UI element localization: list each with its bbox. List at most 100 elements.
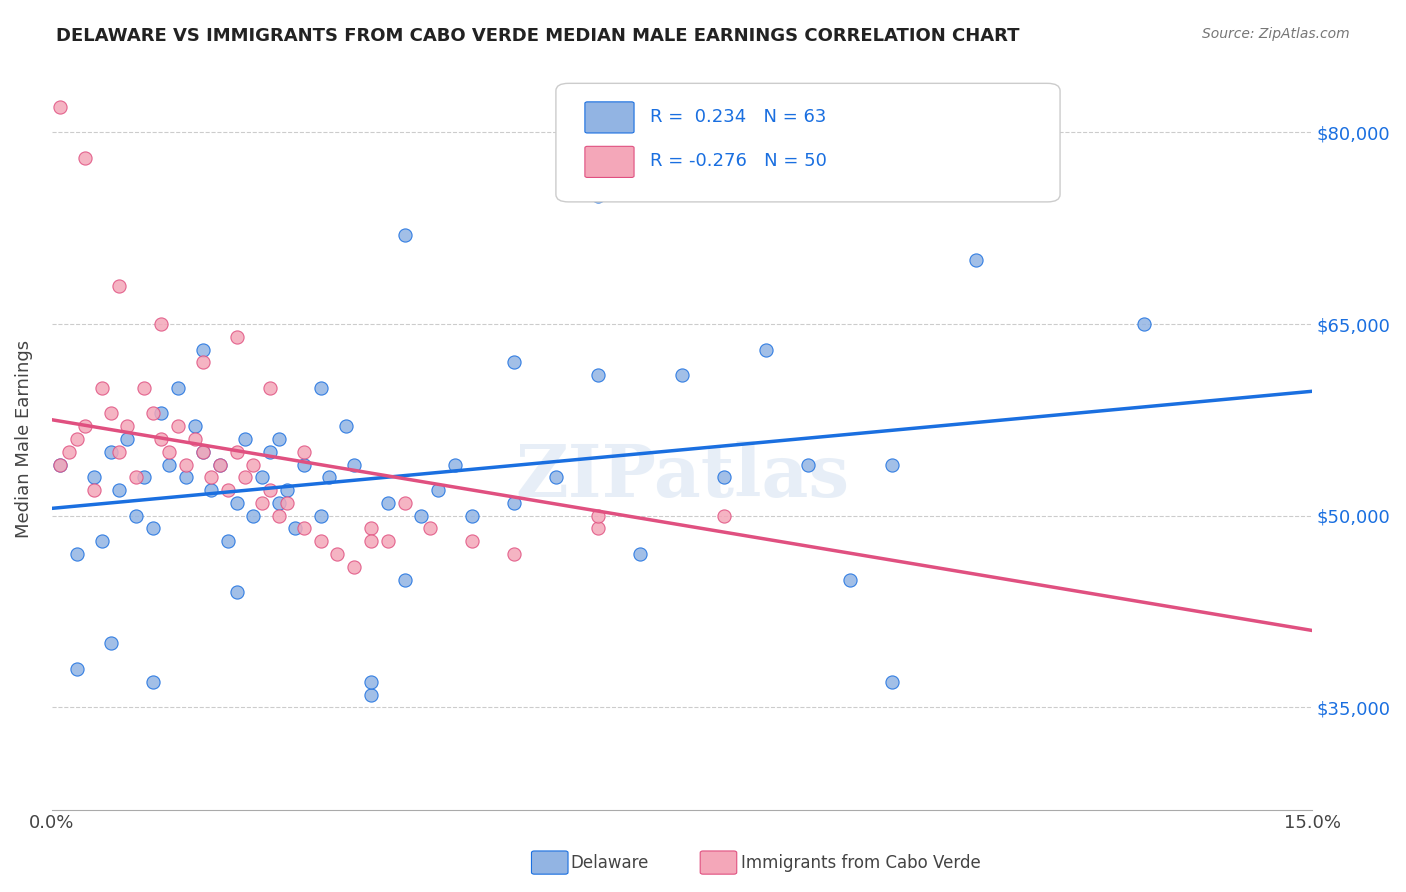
Text: Immigrants from Cabo Verde: Immigrants from Cabo Verde (741, 854, 981, 871)
Point (58, 445, 80, 459)
Point (377, 496, 399, 510)
Point (75, 419, 97, 434)
Point (49, 100, 72, 114)
Point (191, 343, 214, 357)
Point (259, 381, 281, 395)
FancyBboxPatch shape (585, 146, 634, 178)
Point (444, 458, 467, 472)
Point (100, 407, 122, 421)
Point (134, 381, 156, 395)
Point (91, 534, 114, 549)
Point (586, 508, 609, 523)
Point (284, 521, 307, 535)
Point (360, 521, 382, 535)
Point (267, 496, 290, 510)
Point (343, 458, 366, 472)
Point (880, 674, 903, 689)
Point (166, 419, 188, 434)
Point (225, 445, 247, 459)
Point (965, 253, 987, 268)
Point (394, 227, 416, 242)
Point (183, 432, 205, 446)
Point (276, 483, 298, 497)
Point (839, 573, 862, 587)
Point (208, 458, 231, 472)
Point (880, 458, 903, 472)
Point (461, 508, 484, 523)
Point (502, 547, 524, 561)
Point (117, 419, 139, 434)
Point (142, 521, 165, 535)
Point (259, 445, 281, 459)
Point (360, 674, 382, 689)
Point (292, 445, 315, 459)
Point (142, 674, 165, 689)
Point (100, 636, 122, 650)
Point (242, 508, 264, 523)
Point (191, 355, 214, 369)
Point (191, 445, 214, 459)
Point (66, 547, 89, 561)
Point (502, 496, 524, 510)
Point (461, 534, 484, 549)
Point (233, 432, 256, 446)
Point (671, 368, 693, 383)
Point (259, 483, 281, 497)
Point (586, 521, 609, 535)
Point (217, 483, 239, 497)
Point (83, 470, 105, 484)
Point (100, 445, 122, 459)
Point (250, 496, 273, 510)
Point (797, 458, 820, 472)
Point (250, 470, 273, 484)
Point (83, 483, 105, 497)
Text: ZIPatlas: ZIPatlas (515, 441, 849, 512)
Point (208, 458, 231, 472)
Point (544, 470, 567, 484)
Point (309, 381, 332, 395)
Point (225, 330, 247, 344)
Point (713, 470, 735, 484)
Point (276, 496, 298, 510)
Text: R = -0.276   N = 50: R = -0.276 N = 50 (651, 153, 827, 170)
Point (49, 458, 72, 472)
Point (242, 458, 264, 472)
Point (628, 547, 651, 561)
Point (125, 508, 148, 523)
Point (149, 407, 172, 421)
Point (117, 432, 139, 446)
Point (343, 559, 366, 574)
Point (200, 483, 222, 497)
FancyBboxPatch shape (585, 102, 634, 133)
Point (586, 368, 609, 383)
Point (174, 470, 197, 484)
Y-axis label: Median Male Earnings: Median Male Earnings (15, 340, 32, 538)
Point (309, 508, 332, 523)
Text: Source: ZipAtlas.com: Source: ZipAtlas.com (1202, 27, 1350, 41)
Point (166, 381, 188, 395)
Point (318, 470, 340, 484)
Text: DELAWARE VS IMMIGRANTS FROM CABO VERDE MEDIAN MALE EARNINGS CORRELATION CHART: DELAWARE VS IMMIGRANTS FROM CABO VERDE M… (56, 27, 1019, 45)
Text: R =  0.234   N = 63: R = 0.234 N = 63 (651, 108, 827, 126)
Point (360, 534, 382, 549)
Point (233, 470, 256, 484)
Point (49, 458, 72, 472)
Point (149, 432, 172, 446)
Point (360, 688, 382, 702)
Point (75, 151, 97, 165)
Point (394, 496, 416, 510)
Point (292, 458, 315, 472)
Point (586, 189, 609, 203)
Point (335, 419, 357, 434)
Point (157, 458, 180, 472)
Point (225, 585, 247, 599)
Point (108, 483, 131, 497)
Point (183, 419, 205, 434)
Text: Delaware: Delaware (571, 854, 650, 871)
Point (108, 278, 131, 293)
Point (108, 445, 131, 459)
Point (66, 432, 89, 446)
Point (309, 534, 332, 549)
FancyBboxPatch shape (555, 83, 1060, 202)
Point (200, 470, 222, 484)
